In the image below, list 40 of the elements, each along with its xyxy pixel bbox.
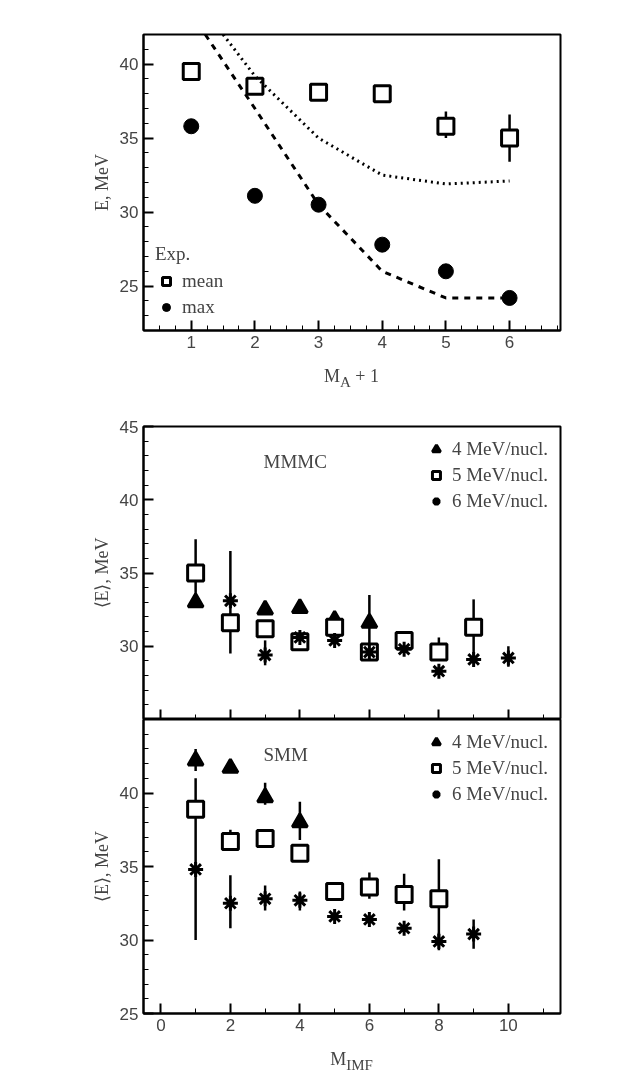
x-tick-label: 8: [434, 1015, 444, 1035]
legend-label: mean: [182, 270, 224, 292]
y-tick-label: 30: [119, 203, 139, 223]
y-tick-label: 25: [119, 277, 139, 297]
y-axis-title: ⟨E⟩, MeV: [91, 537, 112, 609]
y-tick-label: 40: [119, 55, 139, 75]
x-axis-title: M$_{IMF}$: [330, 1048, 373, 1075]
legend-title: Exp.: [155, 243, 192, 265]
y-tick-label: 30: [119, 931, 139, 950]
x-tick-label: 0: [156, 1015, 166, 1035]
y-tick-label: 25: [119, 1004, 139, 1024]
x-tick-label: 3: [313, 332, 324, 352]
y-axis-title: ⟨E⟩, MeV: [91, 830, 112, 902]
y-tick-label: 35: [119, 857, 139, 877]
x-tick-label: 1: [186, 332, 196, 352]
legend-label: 5 MeV/nucl.: [451, 757, 548, 779]
x-tick-label: 4: [377, 332, 387, 352]
x-tick-label: 2: [250, 332, 260, 352]
legend-label: 4 MeV/nucl.: [451, 731, 548, 753]
x-tick-label: 2: [225, 1015, 236, 1035]
legend-label: 6 MeV/nucl.: [451, 783, 548, 805]
legend-label: 4 MeV/nucl.: [451, 438, 548, 460]
x-tick-label: 10: [498, 1015, 518, 1035]
x-tick-label: 6: [504, 332, 515, 352]
y-tick-label: 40: [119, 784, 139, 803]
y-tick-label: 35: [119, 564, 139, 583]
x-axis-title: M$_{A}$ + 1: [323, 365, 379, 392]
y-tick-label: 40: [119, 490, 139, 510]
legend-label: 5 MeV/nucl.: [451, 464, 548, 486]
x-tick-label: 4: [295, 1015, 305, 1035]
annotation: SMM: [263, 743, 308, 765]
x-tick-label: 6: [364, 1015, 375, 1035]
y-axis-title: E, MeV: [91, 153, 112, 211]
legend-label: max: [182, 296, 215, 318]
x-tick-label: 5: [441, 332, 451, 352]
y-tick-label: 30: [119, 637, 139, 657]
legend-label: 6 MeV/nucl.: [451, 490, 548, 512]
annotation: MMMC: [263, 450, 327, 472]
y-tick-label: 45: [119, 417, 139, 437]
y-tick-label: 35: [119, 129, 139, 149]
